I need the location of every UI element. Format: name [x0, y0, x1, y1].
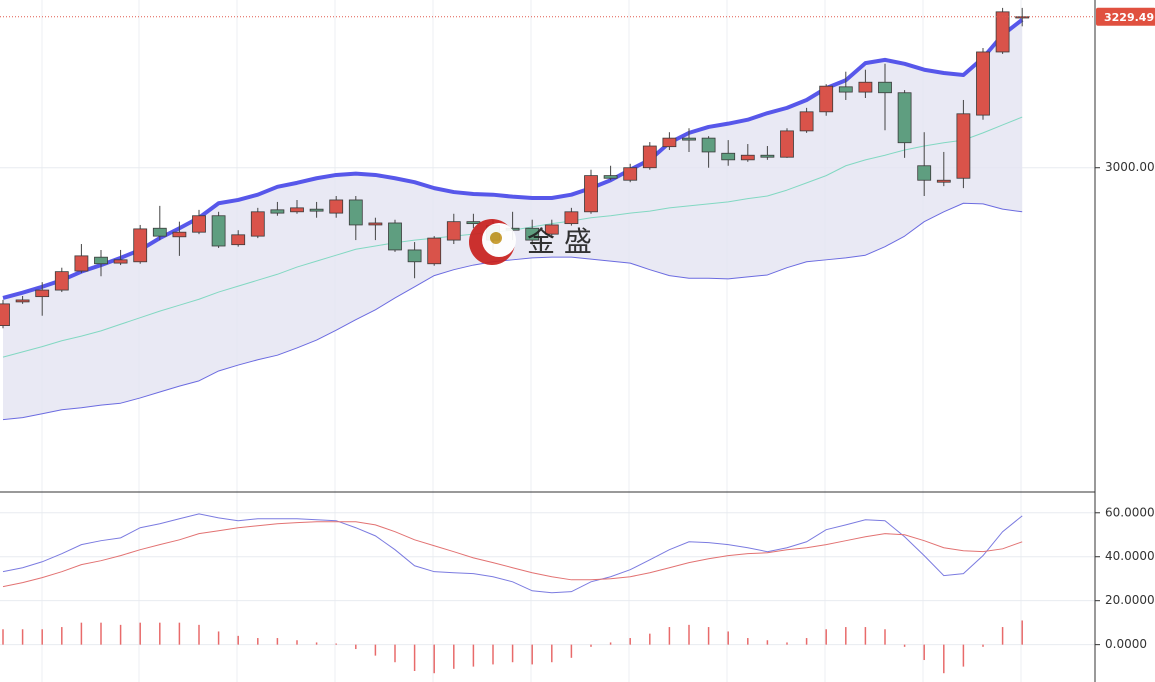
candle-body: [0, 303, 10, 326]
candle-body: [584, 175, 598, 213]
y-tick-label: 3000.00: [1105, 160, 1155, 174]
candle-body: [740, 154, 755, 161]
candle-body: [290, 207, 304, 213]
candle-body: [172, 231, 187, 238]
y-tick-label: 40.0000: [1105, 549, 1155, 563]
logo-dot: [490, 232, 502, 244]
candle-body: [936, 179, 951, 183]
candle-body: [838, 86, 853, 93]
candle-body: [917, 165, 932, 181]
candle-body: [760, 154, 775, 158]
candle-body: [662, 137, 677, 148]
candle-body: [623, 167, 638, 181]
candle-body: [544, 224, 559, 235]
candle-body: [780, 130, 794, 158]
candle-body: [74, 255, 89, 272]
series-line: [2, 513, 1023, 594]
series-line: [2, 521, 1023, 588]
candle-body: [858, 81, 873, 93]
candle-body: [721, 152, 736, 161]
candle-body: [603, 175, 618, 179]
candle-body: [192, 215, 206, 233]
last-price-label: 3229.49: [1104, 11, 1154, 24]
candle-body: [407, 249, 422, 263]
y-tick-label: 0.0000: [1105, 637, 1147, 651]
candle-body: [270, 209, 285, 214]
candle-body: [466, 221, 481, 225]
candle-body: [701, 137, 716, 153]
candle-body: [94, 256, 108, 265]
plot-layer: 3000.00 3229.49 60.0000 40.0000 20.0000 0.000…: [0, 7, 1155, 674]
candle-body: [368, 222, 383, 226]
candle-body: [956, 113, 971, 179]
band-lower: [2, 202, 1023, 421]
y-tick-label: 60.0000: [1105, 505, 1155, 519]
candle-body: [152, 227, 167, 237]
candle-body: [446, 221, 461, 241]
candle-body: [564, 211, 579, 225]
candle-body: [995, 11, 1010, 53]
band-upper: [2, 18, 1024, 300]
candle-body: [133, 228, 148, 263]
candle-body: [976, 51, 990, 116]
candle-body: [525, 227, 540, 241]
candle-body: [309, 208, 324, 212]
watermark-text: 金 盛: [527, 225, 592, 258]
candle-body: [682, 137, 696, 141]
candle-body: [211, 215, 226, 247]
candle-body: [1015, 16, 1030, 19]
candle-body: [897, 92, 912, 144]
candle-body: [878, 81, 892, 94]
candle-body: [427, 237, 442, 265]
candle-body: [819, 85, 834, 113]
candle-body: [348, 199, 363, 226]
candle-body: [329, 199, 344, 214]
watermark: 金 盛: [469, 219, 592, 265]
candle-body: [231, 234, 246, 246]
candle-body: [35, 289, 50, 298]
last-price-box: [1096, 7, 1155, 26]
candle-body: [388, 222, 402, 251]
candle-body: [642, 145, 657, 169]
y-tick-label: 20.0000: [1105, 593, 1155, 607]
candle-body: [15, 299, 30, 303]
candle-body: [54, 271, 69, 291]
candle-body: [250, 211, 265, 237]
candle-body: [799, 111, 814, 132]
candle-body: [113, 259, 128, 264]
